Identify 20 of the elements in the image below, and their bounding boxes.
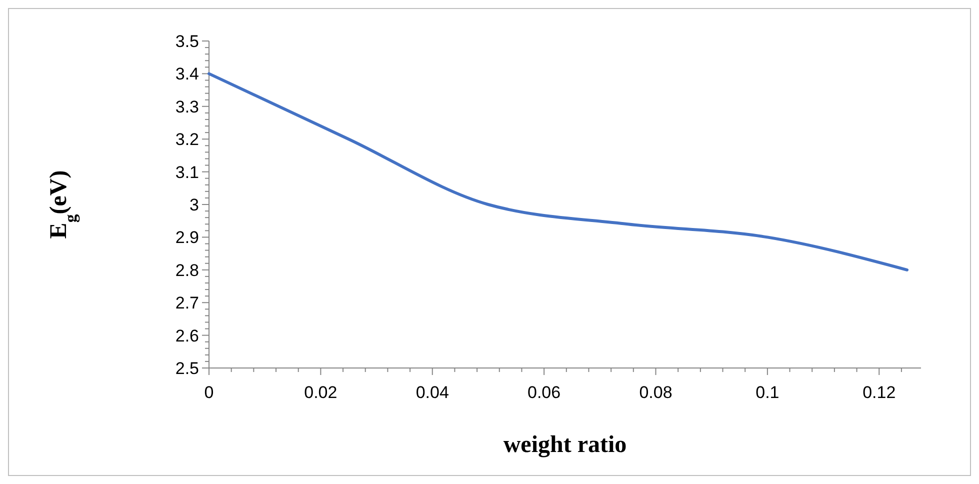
y-tick-label: 2.5 [175,358,199,378]
y-tick-label: 3 [190,195,199,214]
y-tick-label: 3.4 [175,64,199,84]
y-tick-label: 2.7 [175,294,199,313]
x-tick-label: 0.04 [416,383,449,402]
y-tick-label: 3.1 [175,162,199,182]
y-tick-label: 2.9 [175,228,199,248]
y-tick-label: 2.6 [175,326,199,346]
x-tick-label: 0.12 [862,383,896,402]
y-tick-label: 3.5 [175,32,199,51]
y-tick-label: 3.2 [175,130,199,150]
x-tick-label: 0.1 [756,383,780,402]
x-tick-label: 0.02 [304,383,338,402]
x-tick-label: 0 [204,383,214,402]
x-tick-label: 0.08 [639,383,672,402]
y-tick-label: 2.8 [175,260,199,280]
line-series [208,72,909,272]
y-tick-label: 3.3 [175,97,199,116]
x-tick-label: 0.06 [528,383,561,402]
x-axis-title: weight ratio [503,432,627,458]
